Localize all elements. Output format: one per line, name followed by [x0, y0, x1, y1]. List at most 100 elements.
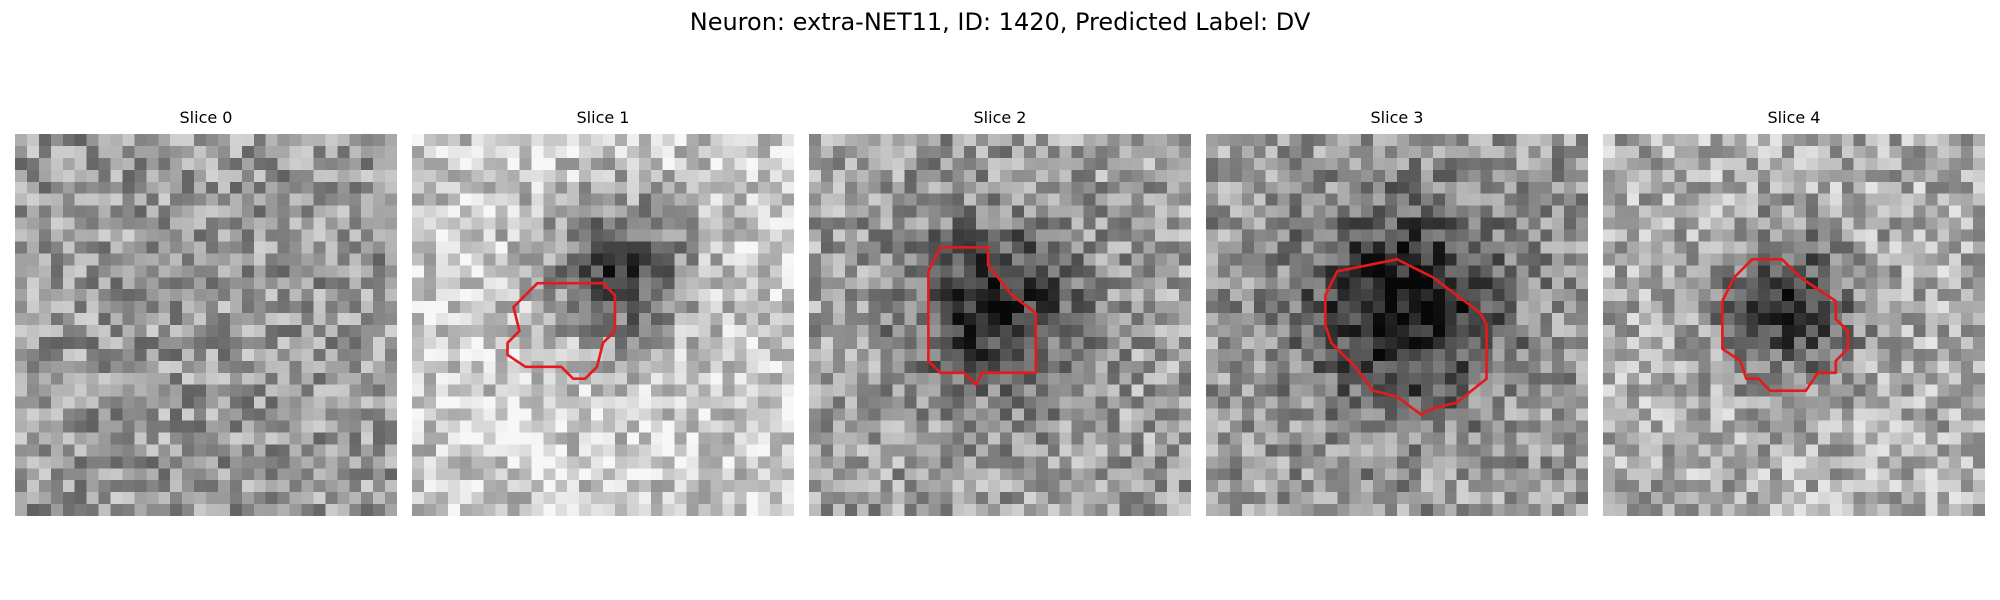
pixel [1961, 336, 1974, 350]
pixel [674, 360, 687, 373]
pixel [710, 336, 723, 350]
pixel [471, 325, 484, 338]
pixel [1889, 205, 1902, 218]
pixel [1229, 360, 1243, 373]
pixel [1480, 241, 1493, 254]
pixel [50, 432, 63, 445]
pixel [1540, 468, 1553, 481]
pixel [1817, 205, 1831, 218]
pixel [122, 241, 135, 254]
pixel [809, 372, 822, 385]
pixel [1325, 134, 1338, 147]
pixel [1444, 193, 1457, 206]
pixel [158, 253, 171, 266]
pixel [1095, 456, 1108, 469]
pixel [146, 396, 159, 409]
pixel [1662, 348, 1675, 362]
pixel [1385, 265, 1398, 278]
pixel [1758, 193, 1771, 206]
pixel [892, 193, 905, 206]
pixel [1686, 205, 1699, 218]
pixel [1289, 325, 1302, 338]
pixel [38, 336, 52, 350]
pixel [579, 229, 592, 242]
pixel [1155, 480, 1168, 493]
pixel [313, 348, 326, 362]
pixel [1071, 313, 1084, 326]
pixel [1023, 492, 1037, 505]
pixel [1301, 205, 1314, 218]
pixel [1325, 372, 1338, 385]
pixel [1576, 396, 1588, 409]
pixel [86, 432, 99, 445]
pixel [880, 456, 893, 469]
pixel [337, 396, 350, 409]
pixel [1901, 396, 1914, 409]
pixel [98, 456, 111, 469]
pixel [1047, 432, 1060, 445]
pixel [38, 480, 52, 493]
pixel [435, 444, 449, 457]
pixel [1614, 253, 1628, 266]
pixel [435, 134, 449, 147]
pixel [1059, 134, 1072, 147]
pixel [940, 456, 953, 469]
pixel [1734, 313, 1747, 326]
pixel [98, 336, 111, 350]
pixel [447, 289, 460, 302]
pixel [146, 432, 159, 445]
pixel [373, 157, 386, 171]
pixel [1095, 277, 1108, 290]
pixel [928, 169, 941, 182]
pixel [1576, 205, 1588, 218]
pixel [194, 181, 207, 194]
pixel [1650, 217, 1663, 230]
pixel [614, 480, 628, 493]
pixel [820, 456, 834, 469]
pixel [194, 265, 207, 278]
pixel [1829, 325, 1842, 338]
pixel [1710, 348, 1723, 362]
pixel [1865, 241, 1878, 254]
pixel [674, 181, 687, 194]
pixel [1432, 241, 1445, 254]
pixel [1349, 181, 1362, 194]
pixel [1253, 372, 1266, 385]
pixel [1047, 313, 1060, 326]
pixel [301, 289, 314, 302]
pixel [38, 396, 52, 409]
pixel [1143, 480, 1156, 493]
pixel [1925, 157, 1938, 171]
pixel [758, 241, 771, 254]
pixel [265, 480, 278, 493]
pixel [1420, 253, 1434, 266]
pixel [1325, 313, 1338, 326]
pixel [1047, 336, 1060, 350]
pixel [976, 229, 989, 242]
pixel [1794, 408, 1807, 421]
pixel [194, 336, 207, 350]
pixel [1167, 372, 1180, 385]
pixel [15, 134, 28, 147]
pixel [1277, 181, 1290, 194]
pixel [1313, 468, 1326, 481]
pixel [1361, 468, 1374, 481]
pixel [1444, 217, 1457, 230]
pixel [1913, 348, 1926, 362]
pixel [1626, 241, 1640, 254]
pixel [868, 134, 881, 147]
pixel [110, 325, 123, 338]
pixel [1722, 372, 1735, 385]
pixel [1492, 157, 1505, 171]
pixel [495, 336, 508, 350]
pixel [1829, 181, 1842, 194]
pixel [507, 468, 520, 481]
pixel [158, 157, 171, 171]
pixel [1083, 420, 1096, 433]
pixel [134, 348, 147, 362]
pixel [1325, 480, 1338, 493]
pixel [110, 241, 123, 254]
pixel [1408, 265, 1422, 278]
pixel [1241, 301, 1254, 314]
pixel [1083, 492, 1096, 505]
